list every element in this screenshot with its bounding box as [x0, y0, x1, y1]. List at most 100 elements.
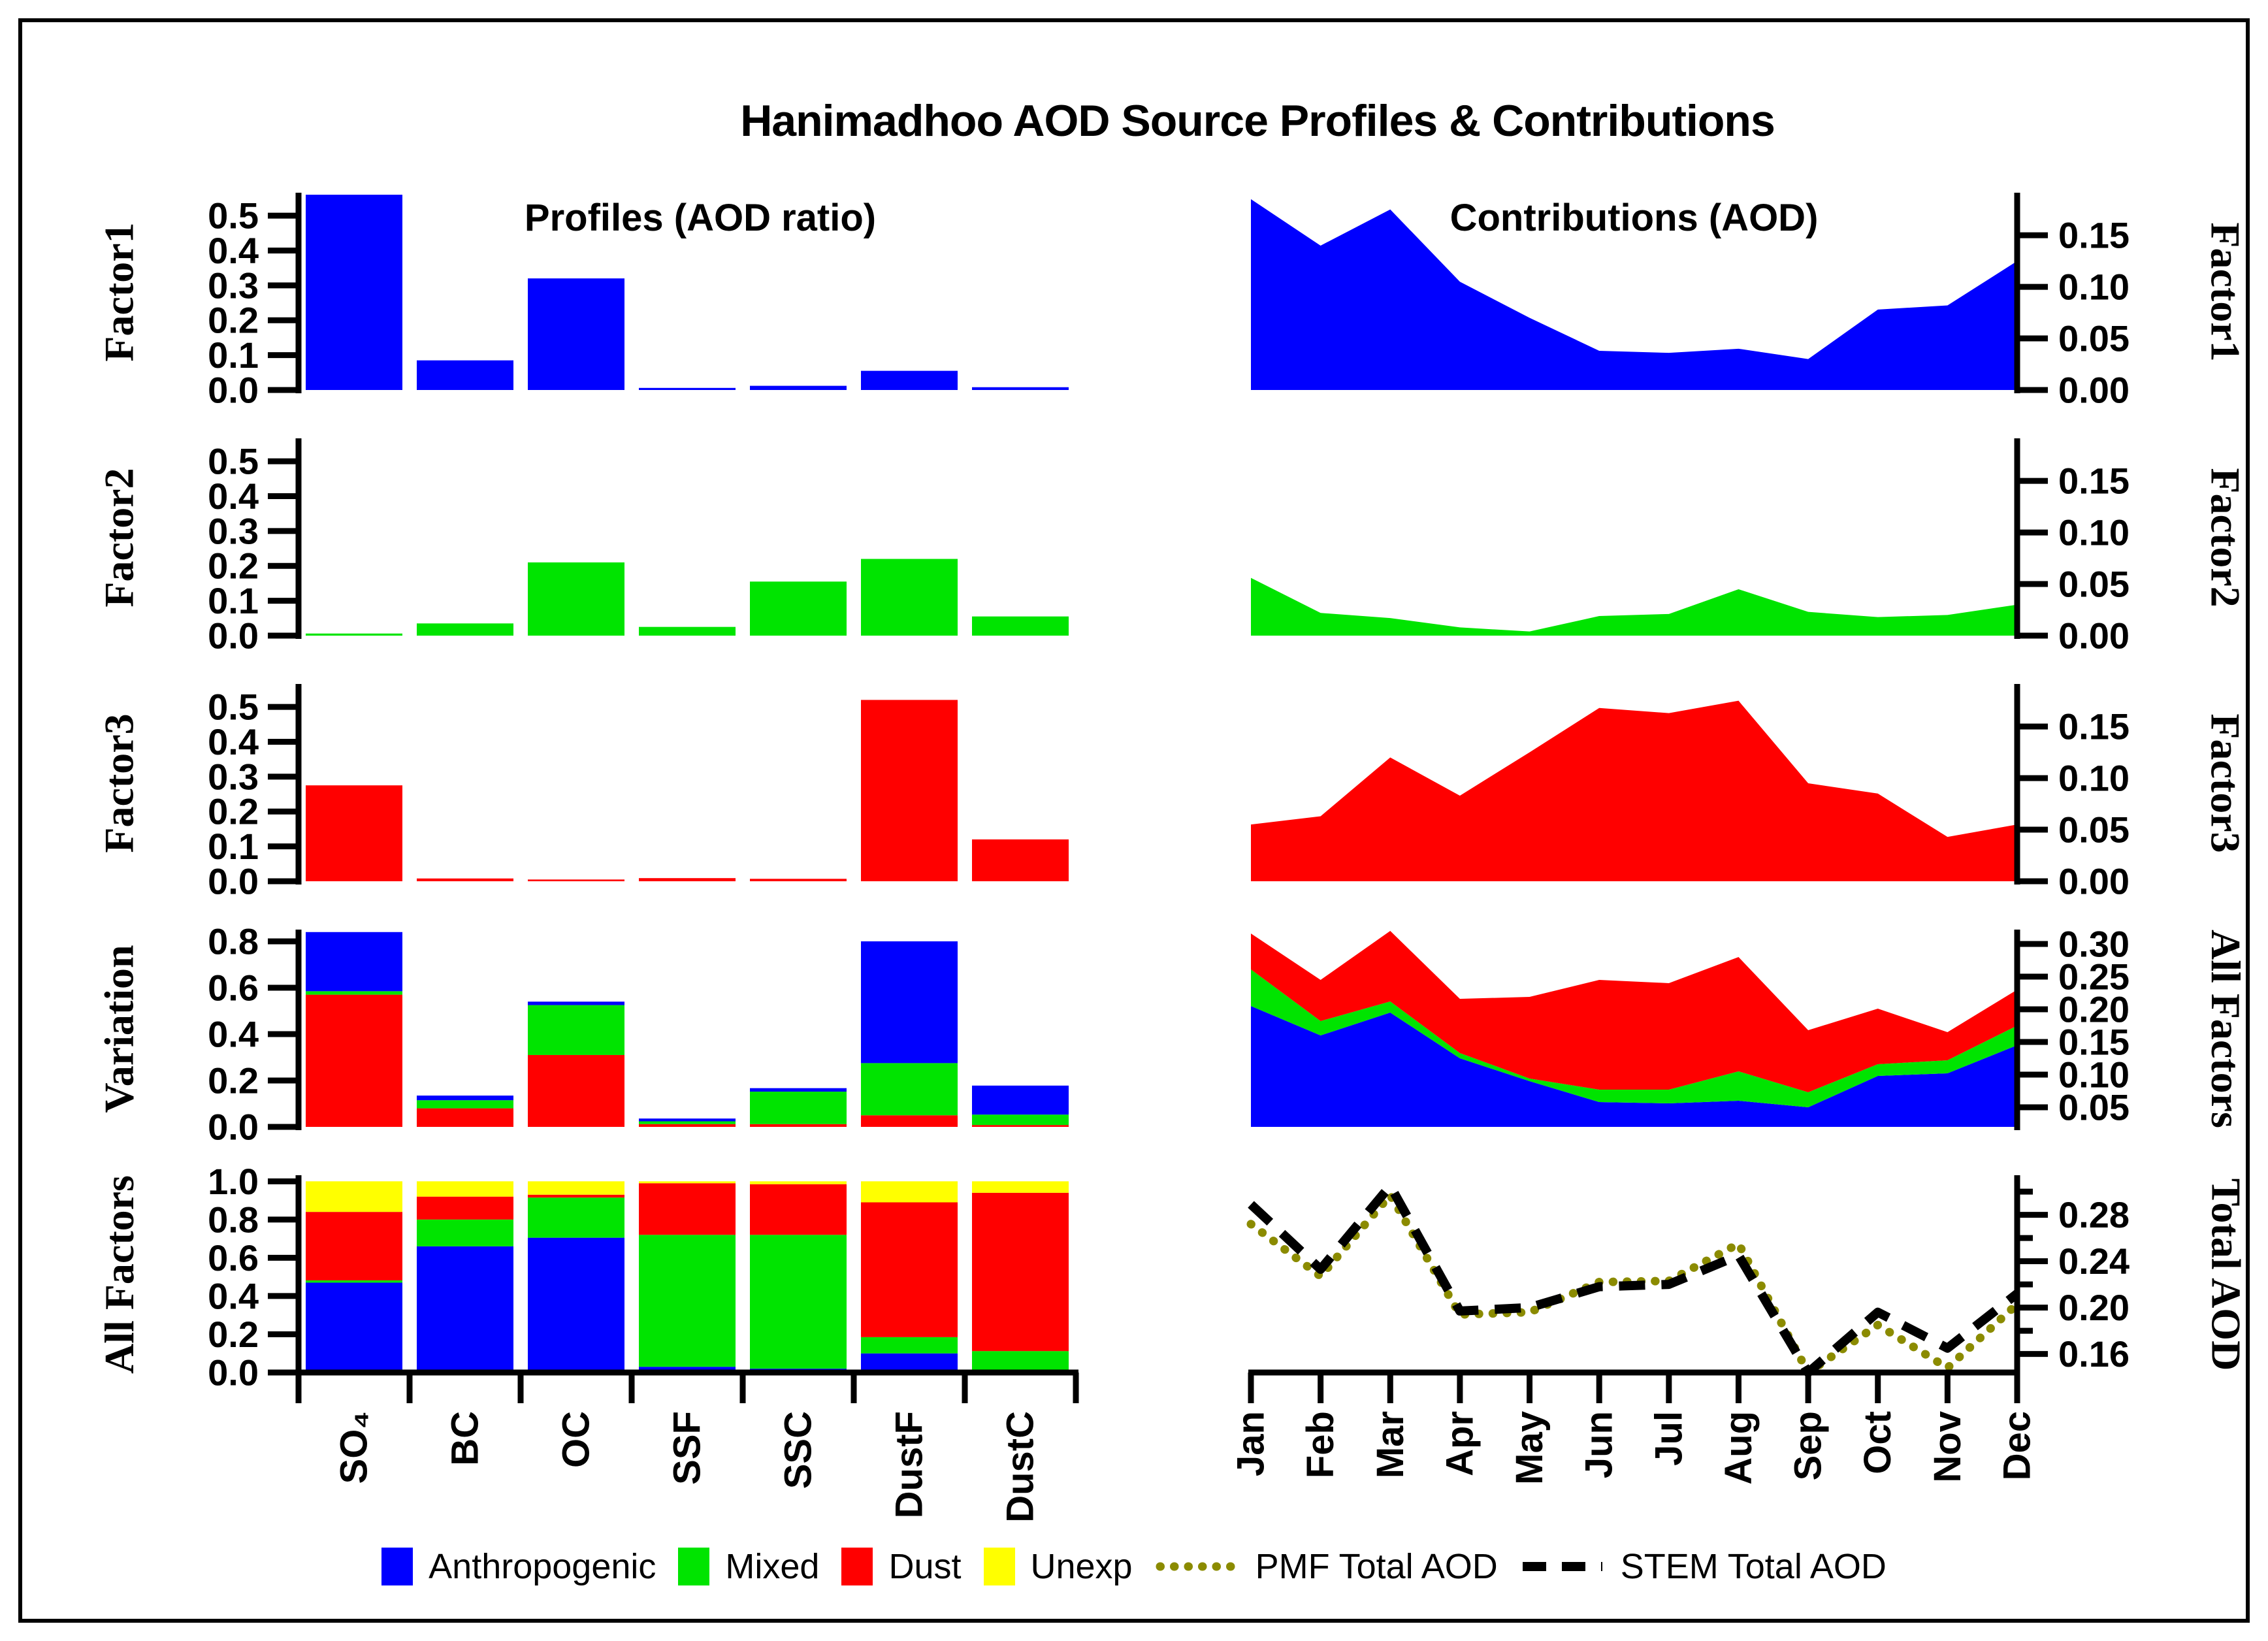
bar-segment	[417, 1100, 513, 1109]
category-label: SSF	[666, 1411, 709, 1485]
y-tick-label: 0.1	[208, 580, 259, 621]
y-tick-label: 0.10	[2058, 1054, 2130, 1096]
profiles-panel-factor2: 0.00.10.20.30.40.5	[208, 438, 1069, 657]
category-label: DustF	[888, 1411, 931, 1518]
legend-label: Dust	[888, 1547, 962, 1586]
profiles-x-axis: SO₄ BC OC SSF SSC DustF DustC	[295, 1369, 1079, 1523]
y-tick-label: 0.0	[208, 1352, 259, 1393]
contributions-panel-factor2: 0.00 0.05 0.10 0.15	[1251, 438, 2130, 657]
contributions-panel-factor3: 0.00 0.05 0.10 0.15	[1251, 684, 2130, 902]
bar-segment	[972, 1351, 1069, 1371]
bar-segment	[528, 1237, 624, 1373]
bar-segment	[861, 559, 958, 636]
figure-border	[18, 18, 2250, 1623]
bar-segment	[972, 387, 1069, 390]
y-tick-label: 0.2	[208, 1314, 259, 1355]
category-label: SO₄	[333, 1411, 376, 1484]
bar-segment	[417, 1219, 513, 1246]
bar-segment	[306, 932, 402, 992]
y-tick-label: 0.24	[2058, 1241, 2130, 1282]
y-tick-label: 0.10	[2058, 267, 2130, 308]
category-label: BC	[444, 1411, 487, 1466]
y-tick-label: 0.4	[208, 1275, 259, 1316]
y-tick-label: 0.4	[208, 230, 259, 271]
y-tick-label: 0.15	[2058, 461, 2130, 502]
bar-segment	[861, 1063, 958, 1116]
month-label: Jul	[1647, 1411, 1690, 1466]
bar-segment	[417, 623, 513, 636]
bar-segment	[528, 1197, 624, 1238]
bar-segment	[639, 1235, 736, 1367]
y-tick-label: 0.4	[208, 721, 259, 762]
pmf-total-aod-line	[1246, 1190, 2022, 1377]
month-label: Aug	[1717, 1411, 1760, 1485]
y-tick-label: 0.28	[2058, 1194, 2130, 1235]
bar-segment	[306, 633, 402, 636]
legend-item-dust: Dust	[841, 1546, 962, 1587]
bar-segment	[306, 1212, 402, 1280]
bar-segment	[306, 1282, 402, 1373]
legend-item-stem: STEM Total AOD	[1520, 1546, 1887, 1587]
unexp-swatch-icon	[983, 1548, 1015, 1585]
bar-segment	[861, 1337, 958, 1354]
bar-segment	[750, 1235, 847, 1369]
y-tick-label: 0.0	[208, 615, 259, 657]
bar-segment	[306, 991, 402, 995]
y-tick-label: 0.00	[2058, 370, 2130, 411]
bar-segment	[861, 1353, 958, 1373]
bar-segment	[750, 879, 847, 881]
bar-segment	[417, 1096, 513, 1101]
legend-label: PMF Total AOD	[1255, 1547, 1498, 1586]
bar-segment	[528, 278, 624, 390]
contributions-panel-all-factors: 0.050.100.150.200.250.30	[1251, 924, 2130, 1130]
bar-segment	[306, 785, 402, 881]
y-tick-label: 0.6	[208, 1237, 259, 1278]
y-tick-label: 0.10	[2058, 512, 2130, 553]
factor3-area	[1251, 700, 2017, 881]
y-tick-label: 0.05	[2058, 809, 2130, 851]
profiles-panel-all-factors: 0.00.20.40.60.81.0	[208, 1161, 1069, 1393]
bar-segment	[528, 1001, 624, 1005]
y-tick-label: 0.3	[208, 265, 259, 306]
y-tick-label: 0.8	[208, 1199, 259, 1240]
bar-segment	[528, 562, 624, 636]
y-tick-label: 0.30	[2058, 924, 2130, 965]
bar-segment	[639, 878, 736, 881]
legend: Anthropogenic Mixed Dust Unexp PMF Total…	[0, 1543, 2268, 1590]
category-label: OC	[555, 1411, 598, 1468]
bar-segment	[417, 1108, 513, 1127]
y-tick-label: 0.2	[208, 545, 259, 587]
bar-segment	[750, 1088, 847, 1092]
y-tick-label: 0.8	[208, 920, 259, 962]
profiles-panel-factor3: 0.00.10.20.30.40.5	[208, 684, 1069, 902]
bar-segment	[306, 195, 402, 390]
legend-item-anthropogenic: Anthropogenic	[381, 1546, 656, 1587]
y-tick-label: 0.00	[2058, 861, 2130, 902]
bar-segment	[972, 1114, 1069, 1126]
bar-segment	[861, 941, 958, 1064]
y-tick-label: 0.5	[208, 195, 259, 236]
bar-segment	[528, 1054, 624, 1127]
legend-item-pmf: PMF Total AOD	[1155, 1546, 1498, 1587]
right-column-title: Contributions (AOD)	[1450, 197, 1819, 239]
y-tick-label: 0.05	[2058, 318, 2130, 359]
anthropogenic-stacked-area	[1251, 1006, 2017, 1127]
y-tick-label: 0.4	[208, 1013, 259, 1054]
y-tick-label: 0.3	[208, 756, 259, 797]
legend-label: Mixed	[725, 1547, 820, 1586]
bar-segment	[972, 1125, 1069, 1127]
category-label: DustC	[999, 1411, 1042, 1523]
bar-segment	[861, 700, 958, 881]
y-tick-label: 0.05	[2058, 1087, 2130, 1128]
bar-segment	[417, 1181, 513, 1197]
factor1-area	[1251, 199, 2017, 390]
y-tick-label: 0.0	[208, 861, 259, 902]
bar-segment	[750, 1184, 847, 1235]
anthropogenic-swatch-icon	[381, 1548, 413, 1585]
y-tick-label: 0.00	[2058, 615, 2130, 657]
y-tick-label: 0.0	[208, 1107, 259, 1148]
bar-segment	[417, 1246, 513, 1373]
left-column-title: Profiles (AOD ratio)	[524, 197, 877, 239]
month-label: May	[1508, 1411, 1551, 1485]
